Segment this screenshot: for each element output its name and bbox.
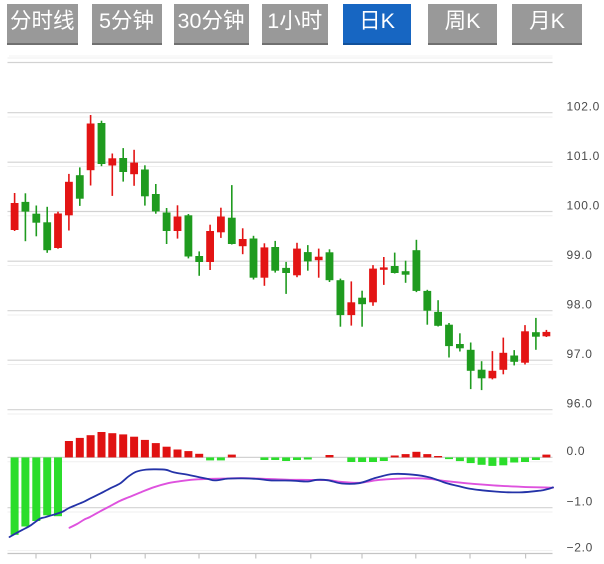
svg-text:−1.0: −1.0 xyxy=(567,495,594,509)
svg-text:101.0: 101.0 xyxy=(567,149,601,163)
svg-text:102.0: 102.0 xyxy=(567,100,601,114)
svg-text:97.0: 97.0 xyxy=(567,347,593,361)
svg-text:96.0: 96.0 xyxy=(567,397,593,411)
svg-text:98.0: 98.0 xyxy=(567,298,593,312)
svg-text:99.0: 99.0 xyxy=(567,248,593,262)
svg-text:100.0: 100.0 xyxy=(567,198,601,212)
svg-text:0.0: 0.0 xyxy=(567,444,586,458)
svg-text:−2.0: −2.0 xyxy=(567,540,594,554)
